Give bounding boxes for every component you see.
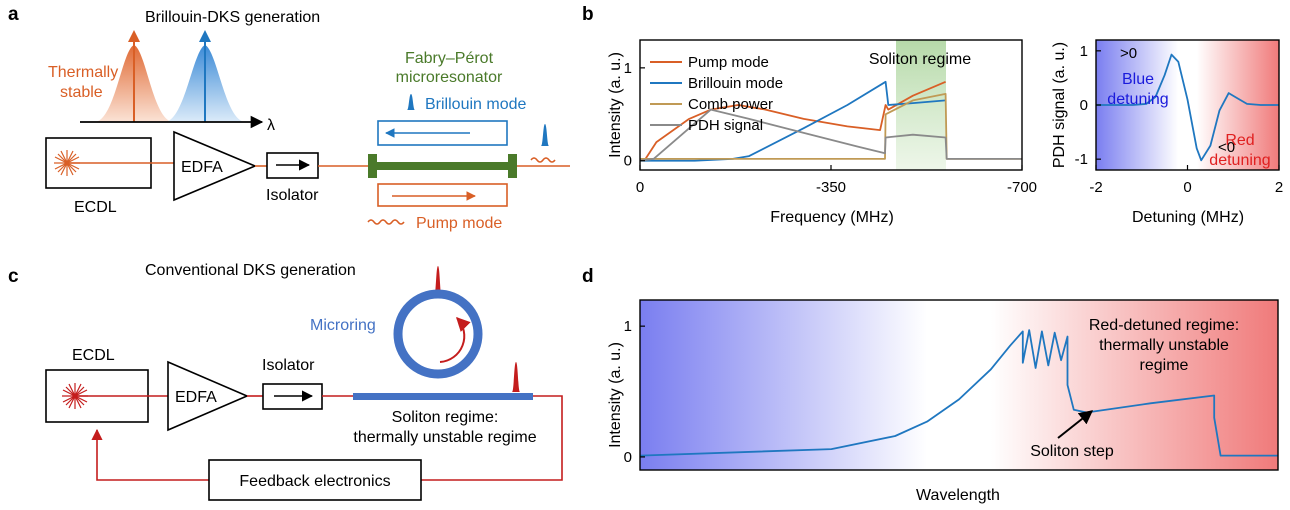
resonator-label-2: microresonator xyxy=(396,69,503,86)
edfa-label-a: EDFA xyxy=(181,159,223,176)
blue-detuning-2: detuning xyxy=(1107,91,1168,108)
isolator-label-c: Isolator xyxy=(262,357,315,374)
red-sign-label: <0 xyxy=(1218,139,1235,156)
blue-detuning-1: Blue xyxy=(1122,71,1154,88)
pump-mode-box xyxy=(377,183,508,207)
chart1-series-0 xyxy=(1096,53,1279,162)
chart2-ytick-label: 0 xyxy=(624,449,632,466)
chart-d-ylabel: Intensity (a. u.) xyxy=(607,342,624,448)
chart-b-right: -1 0 1 -2 0 2 >0 Blue detuning <0 Red detunin… xyxy=(1051,39,1283,226)
feedback-loop-line xyxy=(97,395,563,481)
red-regime-1: Red-detuned regime: xyxy=(1089,317,1239,334)
microring xyxy=(393,289,483,379)
ring-direction-arrow xyxy=(439,316,471,363)
thermal-peak-orange-head xyxy=(128,30,140,42)
soliton-c-2: thermally unstable regime xyxy=(353,429,536,446)
chart1-xtick-label: 0 xyxy=(1183,179,1191,196)
red-regime-3: regime xyxy=(1140,357,1189,374)
feedback-label: Feedback electronics xyxy=(239,473,390,490)
chart-b-left-legend: Pump mode Brillouin mode Comb power PDH … xyxy=(650,54,783,134)
chart0-xtick-label: -700 xyxy=(1007,179,1037,196)
chart-b-left: Soliton regime 0 1 0 -350 -700 Frequency (MH… xyxy=(607,39,1037,226)
chart1-xtick-label: -2 xyxy=(1089,179,1102,196)
chart1-ytick-label: -1 xyxy=(1075,151,1088,168)
chart-b-left-ylabel: Intensity (a. u.) xyxy=(607,52,624,158)
panel-c-title: Conventional DKS generation xyxy=(145,262,356,279)
chart-b-right-ylabel: PDH signal (a. u.) xyxy=(1051,42,1068,168)
resonator-cavity xyxy=(377,162,508,170)
chart2-series-0 xyxy=(639,329,1278,457)
panel-b-letter: b xyxy=(582,4,594,25)
thermally-label-1: Thermally xyxy=(48,64,118,81)
blue-sign-label: >0 xyxy=(1120,45,1137,62)
edfa-triangle-c xyxy=(167,360,250,432)
edfa-triangle-a xyxy=(173,130,258,202)
chart0-series-1 xyxy=(640,80,946,162)
chart0-xtick-label: -350 xyxy=(816,179,846,196)
chart1-ytick-label: 1 xyxy=(1080,43,1088,60)
isolator-label-a: Isolator xyxy=(266,187,319,204)
mirror-left xyxy=(368,154,377,178)
panel-d: d 0 1 Red-detuned regime: thermally unsta… xyxy=(582,266,1279,504)
chart2-frame xyxy=(639,299,1279,471)
ecdl-label-c: ECDL xyxy=(72,347,115,364)
thermal-peak-blue-head xyxy=(199,30,211,42)
panel-b: b Soliton regime 0 1 0 -350 -700 Frequency (… xyxy=(582,4,1283,226)
edfa-label-c: EDFA xyxy=(175,389,217,406)
resonator-label-1: Fabry–Pérot xyxy=(405,50,494,67)
mirror-right xyxy=(508,154,517,178)
waveguide-pulse-icon xyxy=(509,362,523,392)
panel-a-letter: a xyxy=(8,4,19,25)
panel-a: a Brillouin-DKS generation λ Thermally s… xyxy=(8,4,570,232)
chart-b-right-xlabel: Detuning (MHz) xyxy=(1132,209,1244,226)
red-detuning-1: Red xyxy=(1225,132,1254,149)
feedback-box xyxy=(208,459,422,501)
pump-wave-icon xyxy=(367,219,405,225)
pump-mode-label: Pump mode xyxy=(416,215,502,232)
microring-label: Microring xyxy=(310,317,376,334)
waveguide xyxy=(353,393,533,400)
panel-a-title: Brillouin-DKS generation xyxy=(145,9,320,26)
soliton-c-1: Soliton regime: xyxy=(392,409,499,426)
panel-c-letter: c xyxy=(8,266,19,287)
chart0-ytick-label: 1 xyxy=(624,60,632,77)
output-pulse-icon xyxy=(538,124,552,146)
brillouin-pulse-icon xyxy=(404,94,418,110)
chart0-ytick-label: 0 xyxy=(624,153,632,170)
soliton-step-arrow xyxy=(1057,410,1094,439)
soliton-regime-label: Soliton regime xyxy=(869,51,971,68)
brillouin-mode-label: Brillouin mode xyxy=(425,96,526,113)
ring-pulse-icon xyxy=(430,266,446,298)
panel-c: c Conventional DKS generation Microring … xyxy=(8,262,563,501)
legend-pdh-label: PDH signal xyxy=(688,117,763,134)
chart0-xtick-label: 0 xyxy=(636,179,644,196)
soliton-step-label: Soliton step xyxy=(1030,443,1114,460)
panel-d-letter: d xyxy=(582,266,594,287)
legend-brillouin-label: Brillouin mode xyxy=(688,75,783,92)
chart-b-left-xlabel: Frequency (MHz) xyxy=(770,209,894,226)
ecdl-label-a: ECDL xyxy=(74,199,117,216)
chart1-ytick-label: 0 xyxy=(1080,97,1088,114)
chart0-series-3 xyxy=(639,108,1022,162)
thermally-label-2: stable xyxy=(60,84,103,101)
chart1-xtick-label: 2 xyxy=(1275,179,1283,196)
lambda-label: λ xyxy=(267,117,275,134)
red-regime-2: thermally unstable xyxy=(1099,337,1229,354)
output-wave-icon xyxy=(530,157,556,163)
chart-d-bg xyxy=(640,300,1278,470)
chart0-series-0 xyxy=(639,80,946,162)
chart-d-xlabel: Wavelength xyxy=(916,487,1000,504)
brillouin-mode-box xyxy=(377,120,508,146)
red-detuning-2: detuning xyxy=(1209,152,1270,169)
legend-pump-label: Pump mode xyxy=(688,54,769,71)
chart2-ytick-label: 1 xyxy=(624,318,632,335)
legend-comb-label: Comb power xyxy=(688,96,773,113)
